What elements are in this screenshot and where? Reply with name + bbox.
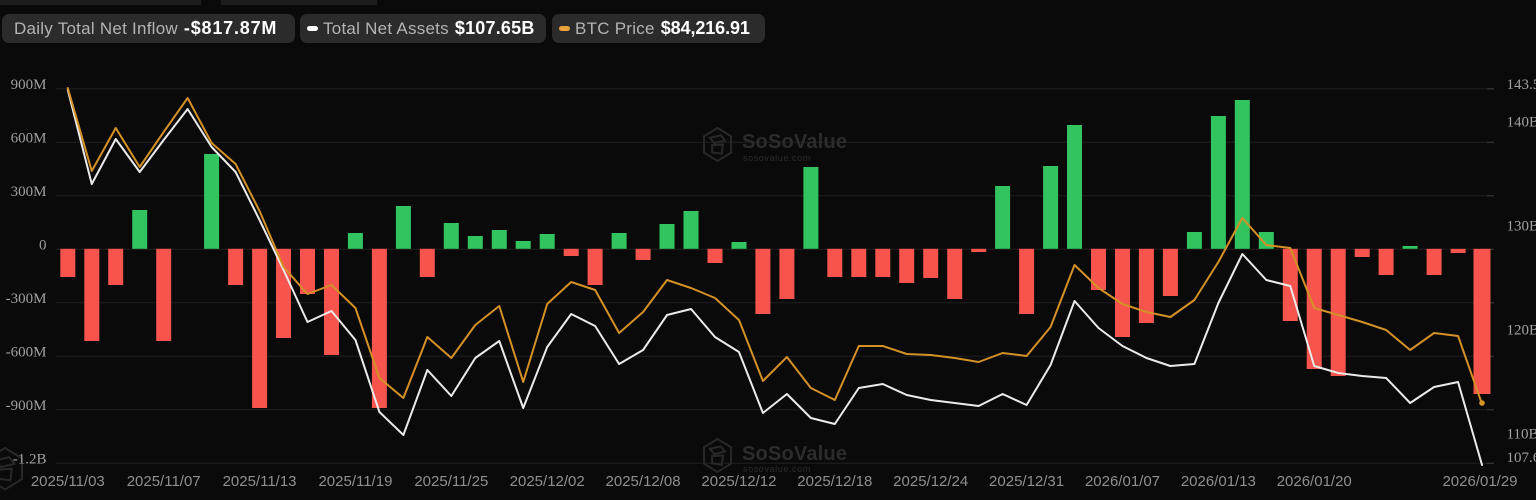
svg-text:-1.2B: -1.2B (13, 452, 47, 468)
svg-text:-900M: -900M (6, 398, 47, 414)
svg-text:2025/12/24: 2025/12/24 (893, 473, 968, 490)
svg-text:2025/11/03: 2025/11/03 (31, 473, 105, 490)
svg-text:2025/11/25: 2025/11/25 (414, 473, 488, 490)
svg-text:2025/11/07: 2025/11/07 (127, 473, 201, 490)
svg-text:2025/12/18: 2025/12/18 (797, 473, 872, 490)
svg-text:2025/12/31: 2025/12/31 (989, 473, 1064, 490)
svg-text:110B: 110B (1507, 427, 1536, 443)
svg-text:130B: 130B (1507, 218, 1536, 234)
svg-text:0: 0 (39, 238, 47, 254)
svg-text:2025/12/12: 2025/12/12 (701, 473, 776, 490)
svg-text:143.58B: 143.58B (1507, 77, 1536, 93)
svg-text:107.65B: 107.65B (1507, 450, 1536, 466)
svg-text:600M: 600M (11, 130, 47, 146)
svg-text:2026/01/29: 2026/01/29 (1442, 473, 1517, 490)
svg-text:2025/12/02: 2025/12/02 (510, 473, 585, 490)
svg-text:140B: 140B (1507, 114, 1536, 130)
svg-text:2026/01/07: 2026/01/07 (1085, 473, 1160, 490)
svg-text:2026/01/20: 2026/01/20 (1277, 473, 1352, 490)
svg-text:120B: 120B (1507, 322, 1536, 338)
svg-text:-300M: -300M (6, 291, 47, 307)
svg-text:2025/11/19: 2025/11/19 (318, 473, 392, 490)
svg-text:2025/12/08: 2025/12/08 (606, 473, 681, 490)
svg-text:-600M: -600M (6, 345, 47, 361)
svg-text:2025/11/13: 2025/11/13 (223, 473, 297, 490)
svg-text:900M: 900M (11, 77, 47, 93)
svg-text:300M: 300M (11, 184, 47, 200)
svg-text:2026/01/13: 2026/01/13 (1181, 473, 1256, 490)
